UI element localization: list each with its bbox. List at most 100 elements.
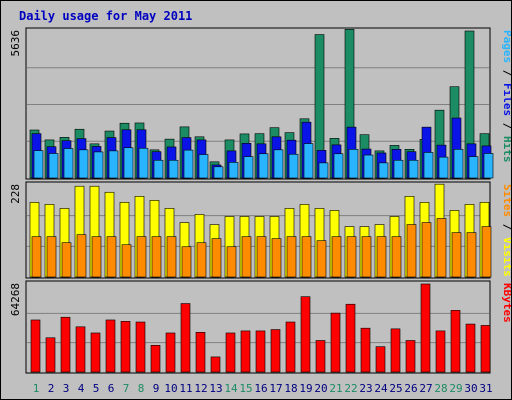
x-tick-label: 2 <box>48 382 55 395</box>
bar-pages <box>363 154 374 179</box>
x-tick-label: 10 <box>164 382 177 395</box>
bar-kbytes <box>60 316 71 373</box>
bar-sites <box>136 236 147 278</box>
bar-sites <box>226 246 237 278</box>
bar-pages <box>48 153 59 179</box>
bar-pages <box>228 162 239 179</box>
bar-kbytes <box>255 330 266 373</box>
legend-entry: Hits <box>501 136 511 163</box>
bar-kbytes <box>135 321 146 373</box>
bar-sites <box>121 244 132 278</box>
x-tick-label: 15 <box>239 382 252 395</box>
x-tick-label: 22 <box>344 382 357 395</box>
bar-sites <box>391 236 402 278</box>
bar-kbytes <box>225 332 236 373</box>
x-tick-label: 16 <box>254 382 267 395</box>
bar-pages <box>93 151 104 179</box>
legend-entry: / <box>501 63 511 83</box>
bar-kbytes <box>90 332 101 373</box>
legend-entry: Pages <box>501 30 511 63</box>
bar-sites <box>451 232 462 278</box>
legend-entry: Visits <box>501 237 511 277</box>
bar-kbytes <box>330 312 341 373</box>
bar-pages <box>408 159 419 179</box>
bar-sites <box>376 236 387 278</box>
bar-pages <box>78 149 89 179</box>
bar-kbytes <box>45 337 56 373</box>
bar-pages <box>348 149 359 179</box>
bar-sites <box>211 238 222 278</box>
bar-pages <box>198 154 209 179</box>
bar-sites <box>361 236 372 278</box>
bar-kbytes <box>165 332 176 373</box>
bar-kbytes <box>30 319 41 373</box>
bar-pages <box>423 152 434 179</box>
bar-pages <box>303 143 314 179</box>
bar-kbytes <box>300 296 311 373</box>
x-tick-label: 1 <box>33 382 40 395</box>
bar-pages <box>168 159 179 179</box>
x-tick-label: 27 <box>419 382 432 395</box>
bar-pages <box>288 153 299 179</box>
bar-kbytes <box>390 328 401 373</box>
bar-pages <box>258 153 269 179</box>
legend-entry: Files <box>501 83 511 116</box>
x-tick-label: 6 <box>108 382 115 395</box>
x-tick-label: 19 <box>299 382 312 395</box>
x-tick-label: 17 <box>269 382 282 395</box>
bar-kbytes <box>270 329 281 373</box>
bar-pages <box>108 150 119 179</box>
bar-pages <box>63 148 74 179</box>
bar-pages <box>153 159 164 179</box>
bar-sites <box>151 236 162 278</box>
bar-sites <box>166 236 177 278</box>
bar-kbytes <box>345 303 356 373</box>
x-tick-label: 31 <box>479 382 492 395</box>
bar-pages <box>378 162 389 179</box>
x-tick-label: 14 <box>224 382 238 395</box>
bar-kbytes <box>450 310 461 373</box>
side-legend-bottom: KBytes <box>501 283 511 323</box>
bar-sites <box>346 236 357 278</box>
x-tick-label: 4 <box>78 382 85 395</box>
bar-sites <box>271 238 282 278</box>
x-tick-label: 23 <box>359 382 372 395</box>
bar-kbytes <box>210 356 221 373</box>
bar-pages <box>33 150 44 179</box>
bar-pages <box>213 166 224 179</box>
x-tick-label: 28 <box>434 382 447 395</box>
y-max-label-middle: 228 <box>9 184 22 204</box>
legend-entry: KBytes <box>501 283 511 323</box>
legend-entry: / <box>501 116 511 136</box>
bar-sites <box>181 246 192 278</box>
bar-sites <box>466 232 477 278</box>
x-tick-label: 24 <box>374 382 388 395</box>
bar-sites <box>106 236 117 278</box>
bar-sites <box>301 236 312 278</box>
bar-kbytes <box>375 346 386 373</box>
bar-kbytes <box>405 340 416 373</box>
bar-kbytes <box>120 321 131 373</box>
bar-pages <box>123 147 134 179</box>
x-tick-label: 21 <box>329 382 342 395</box>
bar-kbytes <box>480 325 491 373</box>
bar-sites <box>481 226 492 278</box>
chart-title: Daily usage for May 2011 <box>19 9 192 23</box>
x-tick-label: 25 <box>389 382 402 395</box>
x-tick-label: 3 <box>63 382 70 395</box>
side-legend-middle: Sites / Visits <box>501 184 511 277</box>
side-legend-top: Pages / Files / Hits <box>501 30 511 163</box>
bar-sites <box>76 234 87 278</box>
x-tick-label: 7 <box>123 382 130 395</box>
bar-kbytes <box>75 326 86 373</box>
x-tick-label: 26 <box>404 382 417 395</box>
bar-kbytes <box>435 330 446 373</box>
bar-pages <box>333 153 344 179</box>
x-tick-label: 11 <box>179 382 192 395</box>
bar-pages <box>438 156 449 179</box>
bar-sites <box>241 236 252 278</box>
bar-sites <box>91 236 102 278</box>
x-tick-label: 29 <box>449 382 462 395</box>
